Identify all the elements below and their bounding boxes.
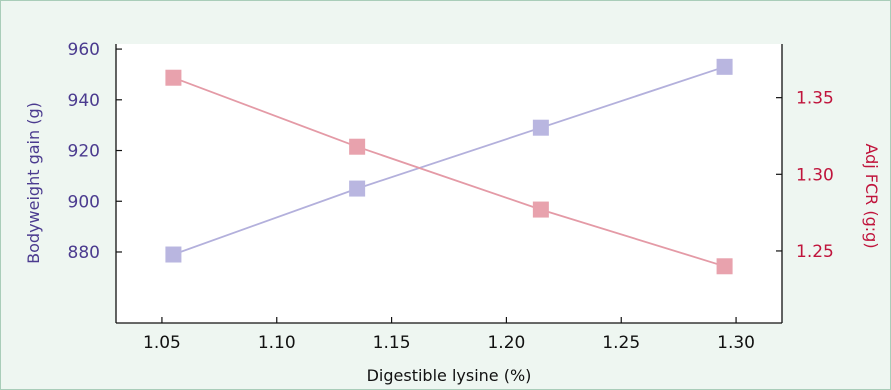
y-right-tick-label: 1.25 bbox=[796, 242, 834, 262]
labels-group: Digestible lysine (%) Bodyweight gain (g… bbox=[24, 102, 881, 385]
bodyweight-gain-marker bbox=[165, 246, 182, 263]
y-left-tick-label: 940 bbox=[68, 91, 100, 111]
x-tick-label: 1.15 bbox=[373, 333, 411, 353]
x-tick-label: 1.10 bbox=[258, 333, 296, 353]
y-axis-right-title: Adj FCR (g:g) bbox=[862, 143, 881, 248]
y-left-tick-label: 900 bbox=[68, 192, 100, 212]
x-tick-label: 1.20 bbox=[487, 333, 525, 353]
adj-fcr-marker bbox=[349, 138, 366, 155]
x-tick-label: 1.05 bbox=[143, 333, 181, 353]
x-axis-title: Digestible lysine (%) bbox=[367, 366, 532, 385]
series-bodyweight-gain-line bbox=[173, 65, 725, 256]
adj-fcr-marker bbox=[532, 201, 549, 218]
y-right-tick-label: 1.30 bbox=[796, 165, 834, 185]
x-tick-label: 1.30 bbox=[717, 333, 755, 353]
y-left-tick-label: 960 bbox=[68, 40, 100, 60]
adj-fcr-marker bbox=[716, 258, 733, 275]
x-tick-label: 1.25 bbox=[602, 333, 640, 353]
bodyweight-gain-marker bbox=[532, 119, 549, 136]
plot-area bbox=[116, 44, 782, 323]
y-left-tick-label: 880 bbox=[68, 243, 100, 263]
bodyweight-gain-marker bbox=[349, 180, 366, 197]
axes-group: 1.05 1.10 1.15 1.20 1.25 1.30 880 900 920 940 960 1… bbox=[68, 40, 834, 353]
y-right-tick-label: 1.35 bbox=[796, 89, 834, 109]
series-adj-fcr-line bbox=[173, 76, 725, 268]
bodyweight-gain-marker bbox=[716, 58, 733, 75]
y-left-tick-label: 920 bbox=[68, 142, 100, 162]
y-axis-left-title: Bodyweight gain (g) bbox=[24, 102, 43, 264]
series-group bbox=[165, 58, 733, 275]
adj-fcr-marker bbox=[165, 69, 182, 86]
